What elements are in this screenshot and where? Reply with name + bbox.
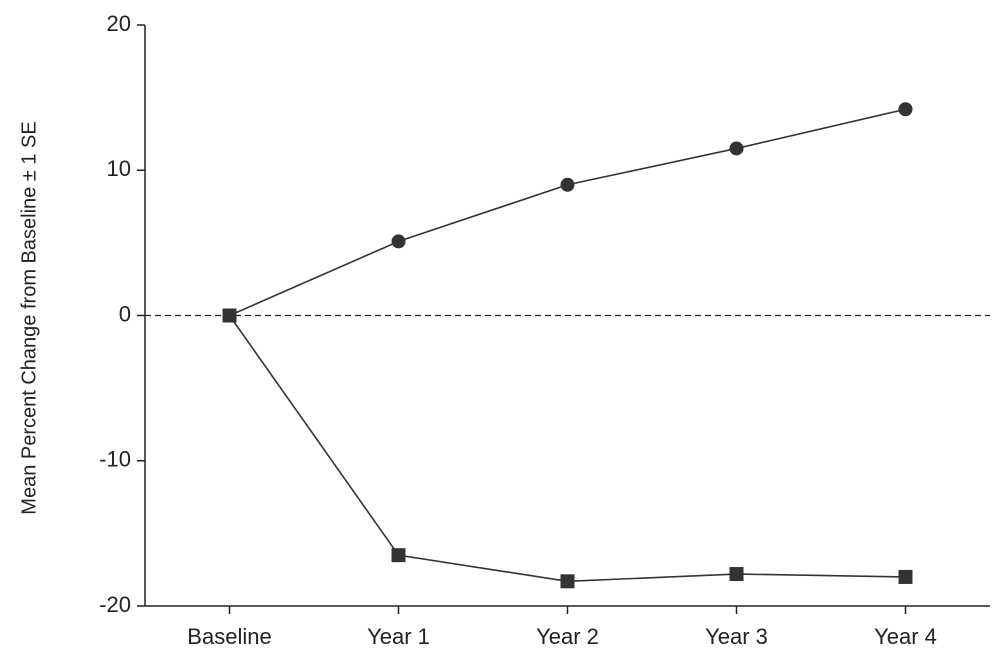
marker [391, 234, 406, 249]
x-tick-label: Year 4 [874, 624, 937, 649]
marker [560, 574, 575, 589]
y-tick-label: 0 [119, 301, 131, 326]
x-tick-label: Year 1 [367, 624, 430, 649]
x-tick-label: Year 3 [705, 624, 768, 649]
marker [391, 548, 406, 563]
series-line [229, 108, 906, 317]
y-axis-label: Mean Percent Change from Baseline ± 1 SE [18, 121, 40, 514]
series-line [228, 315, 906, 583]
marker [560, 177, 575, 192]
marker [729, 141, 744, 156]
y-tick-label: 10 [107, 156, 131, 181]
marker [898, 569, 913, 584]
marker [222, 308, 237, 323]
marker [898, 102, 913, 117]
x-tick-label: Baseline [187, 624, 271, 649]
x-tick-label: Year 2 [536, 624, 599, 649]
y-tick-label: -20 [99, 592, 131, 617]
y-tick-label: -10 [99, 447, 131, 472]
marker [729, 567, 744, 582]
y-tick-label: 20 [107, 11, 131, 36]
